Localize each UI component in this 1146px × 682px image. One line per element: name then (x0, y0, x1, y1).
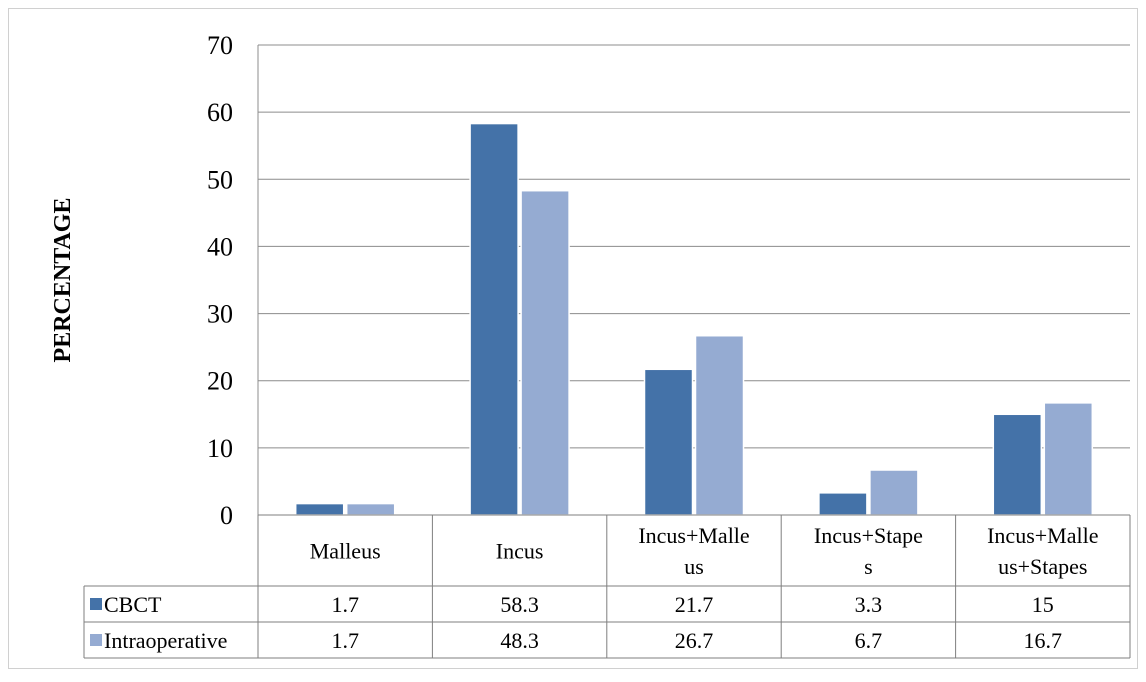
category-label: Incus (496, 539, 544, 564)
table-value: 15 (1032, 592, 1054, 617)
table-value: 16.7 (1024, 628, 1063, 653)
category-label: Malleus (310, 539, 381, 564)
bar-cbct (294, 502, 345, 516)
bar-intraoperative (520, 189, 570, 516)
series-name: Intraoperative (104, 628, 227, 653)
bar-cbct (469, 122, 519, 516)
y-tick-label: 0 (220, 501, 233, 530)
bar-intraoperative (694, 334, 745, 516)
legend-key-intraoperative (90, 634, 102, 646)
y-tick-label: 20 (207, 367, 233, 396)
category-label: us+Stapes (998, 554, 1087, 579)
table-value: 1.7 (331, 592, 359, 617)
category-label: us (684, 554, 704, 579)
table-value: 48.3 (500, 628, 539, 653)
legend-key-cbct (90, 598, 102, 610)
bar-intraoperative (869, 469, 919, 516)
bar-cbct (992, 413, 1043, 516)
table-value: 6.7 (855, 628, 883, 653)
bar-cbct (643, 368, 694, 516)
category-label: s (864, 554, 873, 579)
table-value: 26.7 (675, 628, 714, 653)
y-tick-label: 50 (207, 165, 233, 194)
category-label: Incus+Malle (987, 523, 1098, 548)
table-value: 1.7 (331, 628, 359, 653)
table-value: 3.3 (855, 592, 883, 617)
y-tick-label: 60 (207, 98, 233, 127)
table-value: 58.3 (500, 592, 539, 617)
category-label: Incus+Stape (814, 523, 923, 548)
bar-intraoperative (345, 502, 396, 516)
bar-intraoperative (1043, 402, 1094, 516)
category-label: Incus+Malle (638, 523, 749, 548)
y-tick-label: 10 (207, 434, 233, 463)
y-tick-label: 40 (207, 232, 233, 261)
series-name: CBCT (104, 592, 162, 617)
chart-border (8, 8, 1138, 669)
y-tick-label: 70 (207, 31, 233, 60)
bar-cbct (818, 492, 868, 516)
y-axis-title: PERCENTAGE (50, 198, 76, 363)
table-value: 21.7 (675, 592, 714, 617)
y-tick-label: 30 (207, 300, 233, 329)
